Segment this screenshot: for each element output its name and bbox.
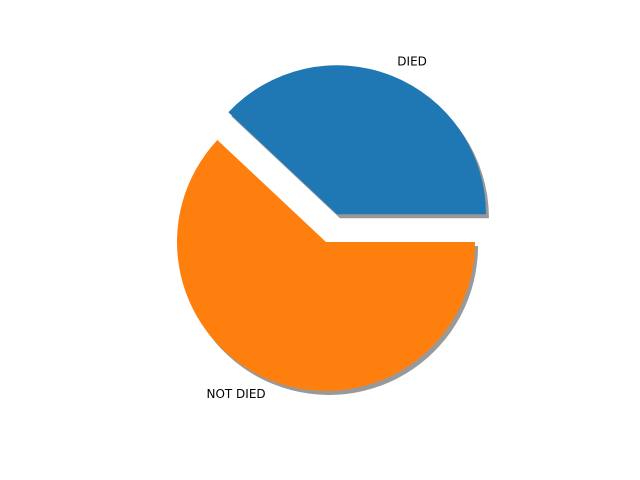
- pie-slice-died: [228, 65, 486, 215]
- slice-labels: DIED NOT DIED: [206, 54, 426, 400]
- pie-slice-not-died: [176, 140, 475, 391]
- slice-label-died: DIED: [397, 54, 427, 68]
- pie-slices: [176, 65, 486, 391]
- slice-label-not-died: NOT DIED: [206, 387, 265, 401]
